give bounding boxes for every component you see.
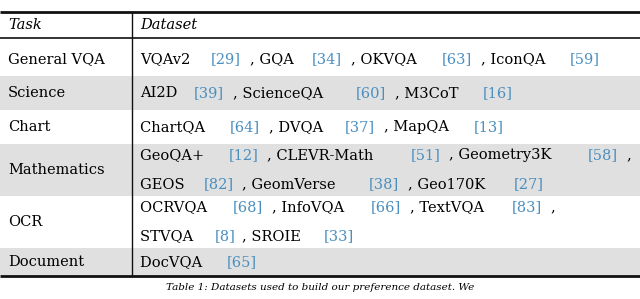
- Text: , TextVQA: , TextVQA: [410, 200, 488, 214]
- Text: , IconQA: , IconQA: [481, 52, 550, 66]
- Text: Science: Science: [8, 86, 66, 100]
- Text: STVQA: STVQA: [140, 230, 198, 244]
- Text: DocVQA: DocVQA: [140, 255, 207, 269]
- Text: Mathematics: Mathematics: [8, 163, 104, 177]
- Text: [66]: [66]: [371, 200, 401, 214]
- Text: [8]: [8]: [214, 230, 236, 244]
- Text: [63]: [63]: [442, 52, 472, 66]
- Text: [29]: [29]: [211, 52, 241, 66]
- Text: Task: Task: [8, 18, 42, 32]
- Text: , Geo170K: , Geo170K: [408, 178, 490, 192]
- Text: [51]: [51]: [410, 148, 440, 162]
- Text: Dataset: Dataset: [140, 18, 197, 32]
- Text: [59]: [59]: [570, 52, 600, 66]
- Text: ,: ,: [626, 148, 631, 162]
- Text: , OKVQA: , OKVQA: [351, 52, 422, 66]
- Text: [83]: [83]: [511, 200, 541, 214]
- Text: [12]: [12]: [228, 148, 259, 162]
- Text: [65]: [65]: [227, 255, 257, 269]
- Text: [37]: [37]: [345, 120, 375, 134]
- Text: [39]: [39]: [194, 86, 224, 100]
- Text: GEOS: GEOS: [140, 178, 189, 192]
- Text: , SROIE: , SROIE: [242, 230, 305, 244]
- Text: [16]: [16]: [483, 86, 513, 100]
- Bar: [0, 248, 640, 276]
- Text: VQAv2: VQAv2: [140, 52, 195, 66]
- Text: , GeomVerse: , GeomVerse: [243, 178, 340, 192]
- Text: [64]: [64]: [230, 120, 260, 134]
- Text: OCR: OCR: [8, 215, 42, 229]
- Text: General VQA: General VQA: [8, 52, 105, 66]
- Text: [58]: [58]: [588, 148, 618, 162]
- Text: , MapQA: , MapQA: [384, 120, 453, 134]
- Text: Chart: Chart: [8, 120, 51, 134]
- Text: ,: ,: [550, 200, 556, 214]
- Text: [34]: [34]: [312, 52, 342, 66]
- Text: [27]: [27]: [514, 178, 544, 192]
- Text: [33]: [33]: [324, 230, 354, 244]
- Bar: [0, 76, 640, 110]
- Text: , GQA: , GQA: [250, 52, 298, 66]
- Text: [60]: [60]: [355, 86, 386, 100]
- Text: GeoQA+: GeoQA+: [140, 148, 209, 162]
- Text: , CLEVR-Math: , CLEVR-Math: [268, 148, 378, 162]
- Text: AI2D: AI2D: [140, 86, 182, 100]
- Bar: [0, 144, 640, 196]
- Text: [82]: [82]: [204, 178, 234, 192]
- Text: [38]: [38]: [369, 178, 399, 192]
- Text: , M3CoT: , M3CoT: [394, 86, 463, 100]
- Text: , ScienceQA: , ScienceQA: [233, 86, 328, 100]
- Text: ChartQA: ChartQA: [140, 120, 210, 134]
- Text: Table 1: Datasets used to build our preference dataset. We: Table 1: Datasets used to build our pref…: [166, 283, 474, 292]
- Text: , Geometry3K: , Geometry3K: [449, 148, 556, 162]
- Text: Document: Document: [8, 255, 84, 269]
- Text: , InfoVQA: , InfoVQA: [271, 200, 349, 214]
- Text: [68]: [68]: [232, 200, 263, 214]
- Text: OCRVQA: OCRVQA: [140, 200, 212, 214]
- Text: [13]: [13]: [474, 120, 504, 134]
- Text: , DVQA: , DVQA: [269, 120, 328, 134]
